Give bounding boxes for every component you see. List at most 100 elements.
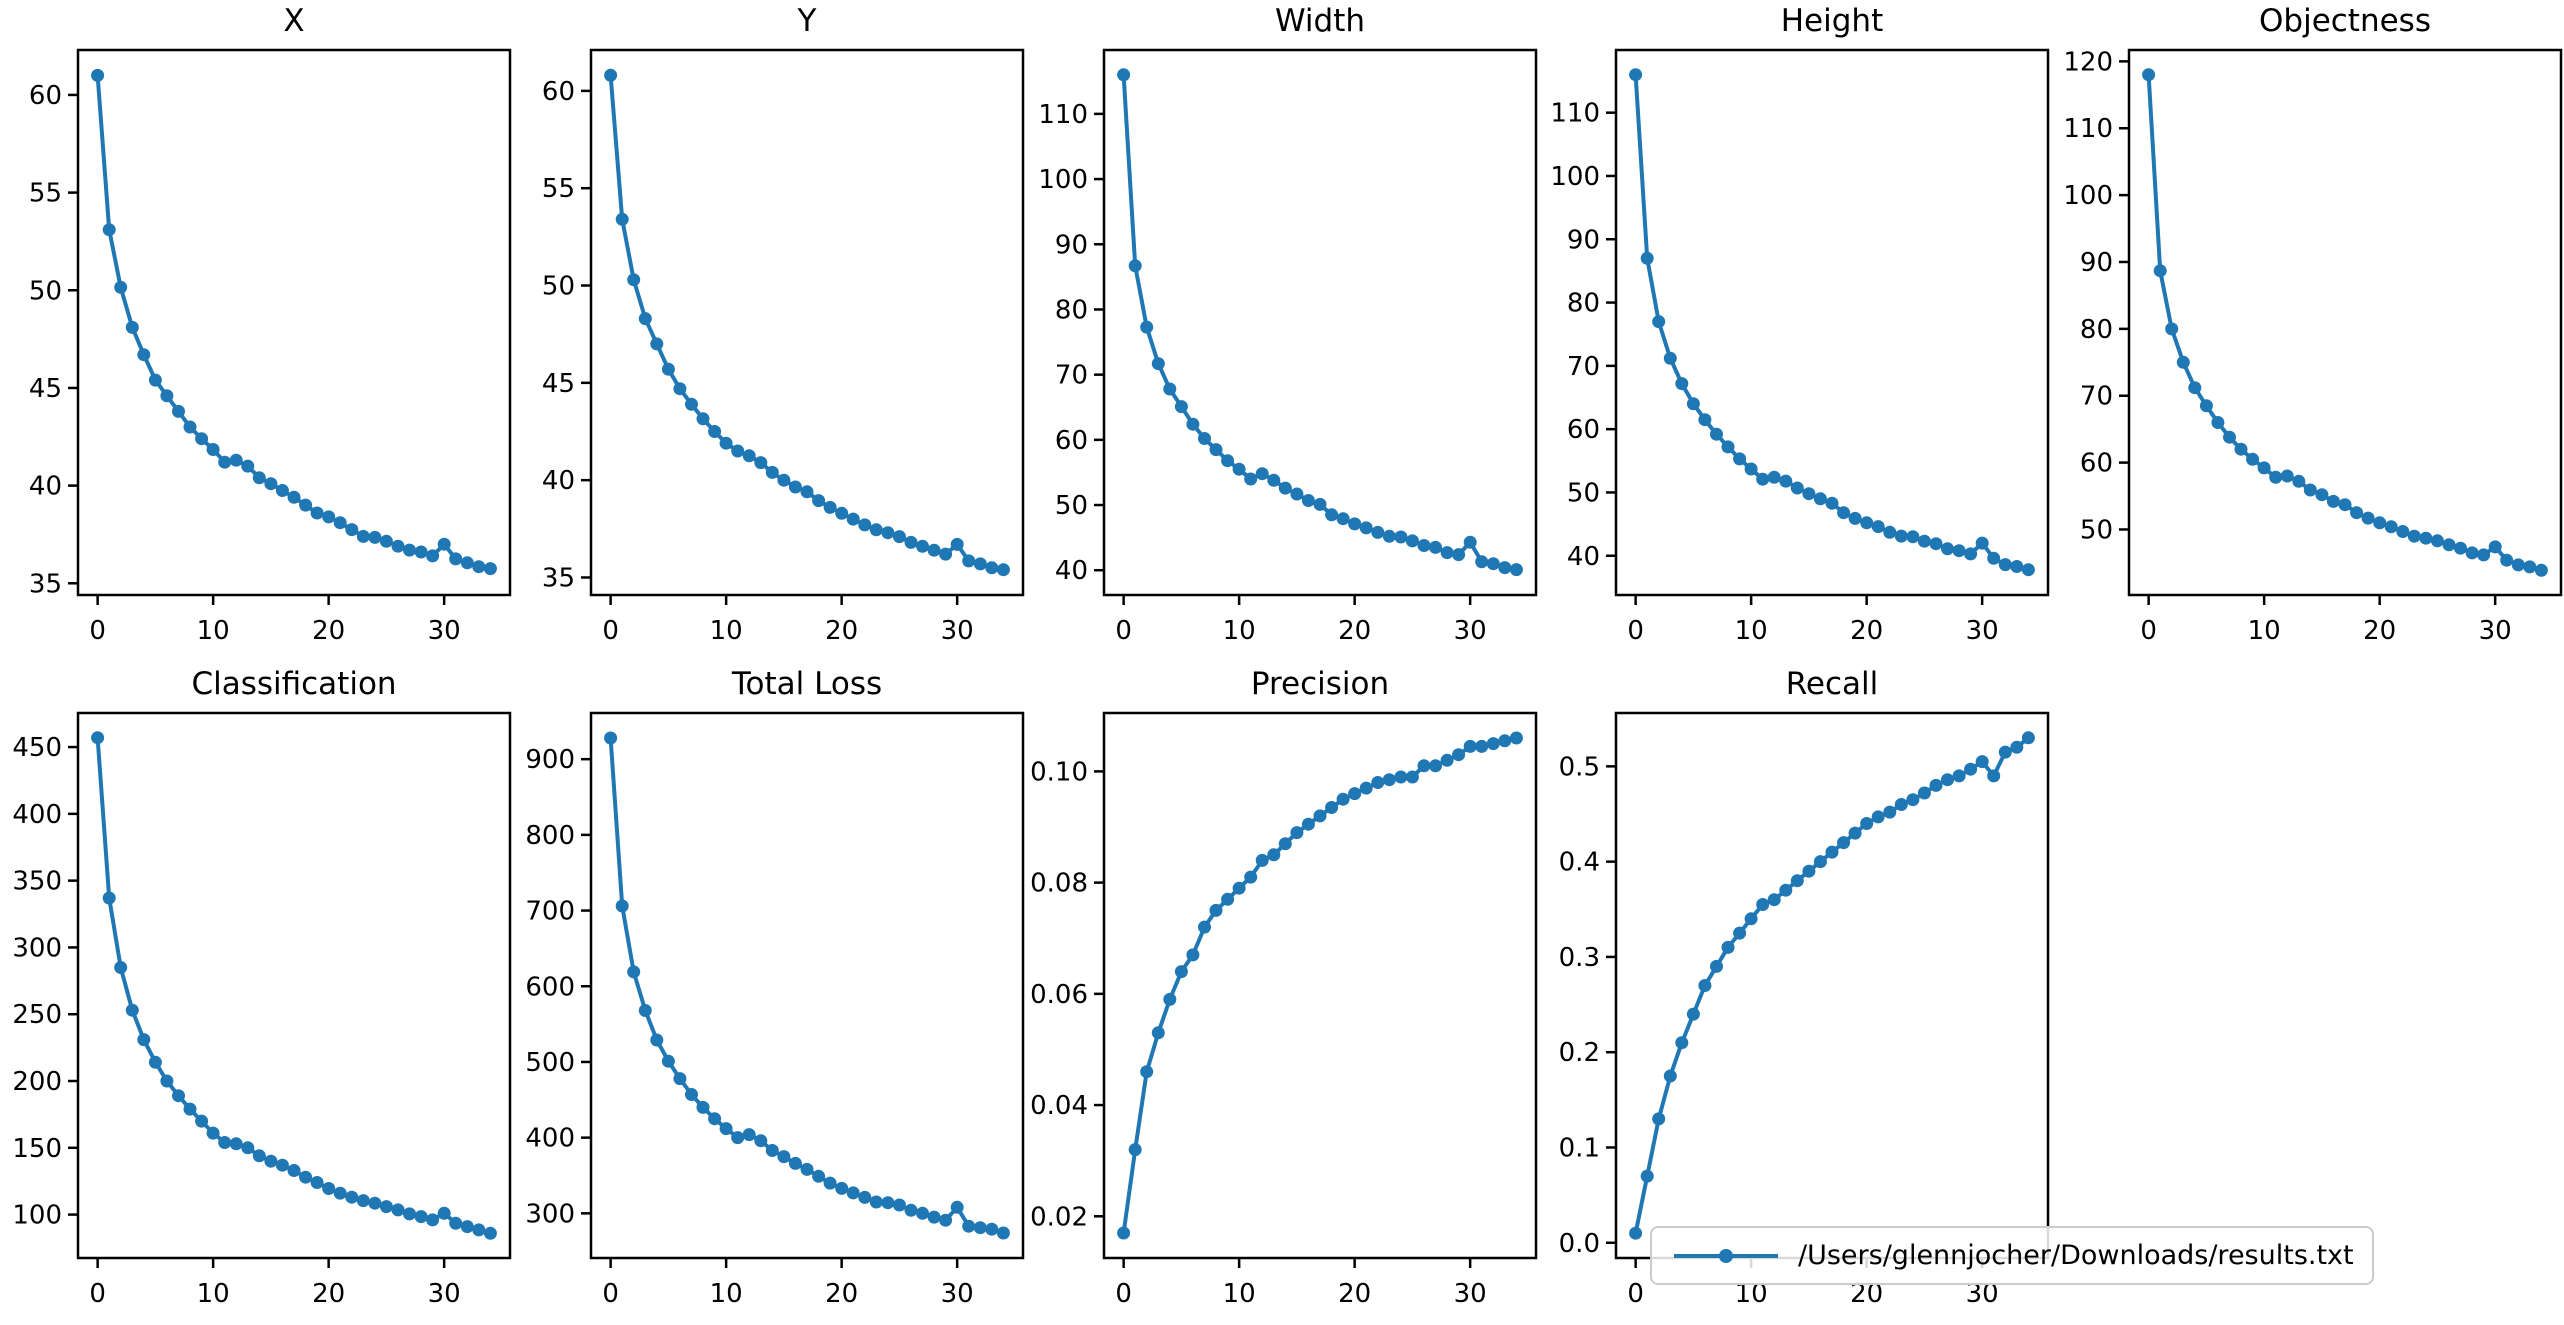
classification-loss-plot: 100 150 200 250 300 350 400 450 0 10 20 30 (12, 711, 512, 1309)
subplot-precision: Precision 0.02 0.04 0.06 0.08 0.10 0 10 20 30 (1026, 663, 1539, 1325)
subplot-height: Height 40 50 60 70 80 90 100 110 0 10 20 30 (1538, 0, 2051, 662)
subplot-title: Objectness (2259, 3, 2431, 39)
svg-text:10: 10 (710, 616, 743, 646)
svg-text:120: 120 (2063, 47, 2113, 77)
svg-text:0.3: 0.3 (1559, 943, 1600, 973)
svg-text:90: 90 (1567, 225, 1600, 255)
subplot-x: X 35 40 45 50 55 60 0 10 20 30 (0, 0, 513, 662)
svg-text:900: 900 (525, 745, 575, 775)
svg-text:110: 110 (2063, 114, 2113, 144)
subplot-title: Y (797, 3, 817, 39)
legend-line-marker-icon (1674, 1248, 1778, 1263)
svg-text:20: 20 (312, 616, 345, 646)
x-loss-plot: 35 40 45 50 55 60 0 10 20 30 (29, 48, 512, 646)
height-loss-plot: 40 50 60 70 80 90 100 110 0 10 20 30 (1550, 48, 2050, 646)
legend: /Users/glennjocher/Downloads/results.txt (1650, 1226, 2374, 1285)
svg-text:150: 150 (12, 1134, 62, 1164)
width-loss-plot: 40 50 60 70 80 90 100 110 0 10 20 30 (1038, 48, 1538, 646)
svg-text:60: 60 (1567, 415, 1600, 445)
svg-text:30: 30 (1966, 616, 1999, 646)
svg-text:45: 45 (29, 374, 62, 404)
svg-text:0: 0 (1115, 616, 1132, 646)
svg-text:100: 100 (1550, 162, 1600, 192)
svg-text:100: 100 (2063, 181, 2113, 211)
subplot-title: X (283, 3, 305, 39)
svg-text:0: 0 (1115, 1279, 1132, 1309)
svg-text:300: 300 (525, 1199, 575, 1229)
subplot-title: Total Loss (731, 666, 883, 702)
svg-text:0.5: 0.5 (1559, 752, 1600, 782)
svg-text:70: 70 (1055, 361, 1088, 391)
svg-text:50: 50 (542, 272, 575, 302)
subplot-title: Width (1274, 3, 1366, 39)
legend-label: /Users/glennjocher/Downloads/results.txt (1798, 1240, 2354, 1271)
svg-text:10: 10 (710, 1279, 743, 1309)
svg-text:55: 55 (542, 174, 575, 204)
svg-text:90: 90 (1055, 230, 1088, 260)
subplot-total-loss: Total Loss 300 400 500 600 700 800 900 0 10 20 30 (513, 663, 1026, 1325)
svg-text:0: 0 (89, 616, 106, 646)
svg-text:500: 500 (525, 1048, 575, 1078)
svg-text:80: 80 (1055, 295, 1088, 325)
svg-text:0.10: 0.10 (1030, 757, 1088, 787)
svg-text:350: 350 (12, 867, 62, 897)
svg-text:450: 450 (12, 733, 62, 763)
subplot-y: Y 35 40 45 50 55 60 0 10 20 30 (513, 0, 1026, 662)
svg-text:0: 0 (602, 1279, 619, 1309)
svg-text:400: 400 (12, 800, 62, 830)
svg-text:50: 50 (2080, 515, 2113, 545)
objectness-loss-plot: 50 60 70 80 90 100 110 120 0 10 20 30 (2063, 47, 2563, 646)
svg-text:40: 40 (29, 472, 62, 502)
svg-text:10: 10 (1223, 616, 1256, 646)
svg-text:30: 30 (428, 1279, 461, 1309)
y-loss-plot: 35 40 45 50 55 60 0 10 20 30 (542, 48, 1025, 646)
svg-text:60: 60 (29, 81, 62, 111)
svg-text:0: 0 (2140, 616, 2157, 646)
svg-text:0.06: 0.06 (1030, 980, 1088, 1010)
svg-text:80: 80 (1567, 289, 1600, 319)
svg-text:90: 90 (2080, 248, 2113, 278)
svg-text:20: 20 (1338, 616, 1371, 646)
svg-text:0.04: 0.04 (1030, 1091, 1088, 1121)
svg-text:35: 35 (29, 569, 62, 599)
svg-text:60: 60 (1055, 426, 1088, 456)
svg-text:30: 30 (1454, 616, 1487, 646)
svg-text:0: 0 (602, 616, 619, 646)
svg-text:20: 20 (1850, 616, 1883, 646)
svg-text:110: 110 (1550, 99, 1600, 129)
svg-text:600: 600 (525, 972, 575, 1002)
subplot-title: Precision (1250, 666, 1390, 702)
svg-text:100: 100 (12, 1201, 62, 1231)
svg-text:10: 10 (1223, 1279, 1256, 1309)
svg-text:80: 80 (2080, 315, 2113, 345)
svg-text:0.2: 0.2 (1559, 1038, 1600, 1068)
total-loss-plot: 300 400 500 600 700 800 900 0 10 20 30 (525, 711, 1025, 1309)
svg-text:35: 35 (542, 563, 575, 593)
svg-text:30: 30 (941, 616, 974, 646)
svg-text:30: 30 (941, 1279, 974, 1309)
svg-text:20: 20 (825, 1279, 858, 1309)
subplot-width: Width 40 50 60 70 80 90 100 110 0 10 20 30 (1026, 0, 1539, 662)
svg-text:10: 10 (2248, 616, 2281, 646)
svg-text:0.02: 0.02 (1030, 1202, 1088, 1232)
precision-plot: 0.02 0.04 0.06 0.08 0.10 0 10 20 30 (1030, 711, 1538, 1309)
subplot-recall: Recall 0.0 0.1 0.2 0.3 0.4 0.5 0 10 20 30 (1538, 663, 2051, 1325)
svg-text:20: 20 (825, 616, 858, 646)
svg-text:30: 30 (2479, 616, 2512, 646)
svg-text:10: 10 (197, 616, 230, 646)
svg-text:0: 0 (1627, 1279, 1644, 1309)
svg-text:0: 0 (89, 1279, 106, 1309)
svg-text:200: 200 (12, 1067, 62, 1097)
svg-text:0.1: 0.1 (1559, 1133, 1600, 1163)
svg-text:50: 50 (1567, 478, 1600, 508)
subplot-title: Height (1780, 3, 1884, 39)
svg-text:60: 60 (2080, 449, 2113, 479)
svg-text:40: 40 (1567, 542, 1600, 572)
svg-text:40: 40 (1055, 556, 1088, 586)
svg-text:700: 700 (525, 897, 575, 927)
svg-text:40: 40 (542, 466, 575, 496)
svg-text:800: 800 (525, 821, 575, 851)
subplot-classification: Classification 100 150 200 250 300 350 400 450 0… (0, 663, 513, 1325)
svg-text:10: 10 (197, 1279, 230, 1309)
